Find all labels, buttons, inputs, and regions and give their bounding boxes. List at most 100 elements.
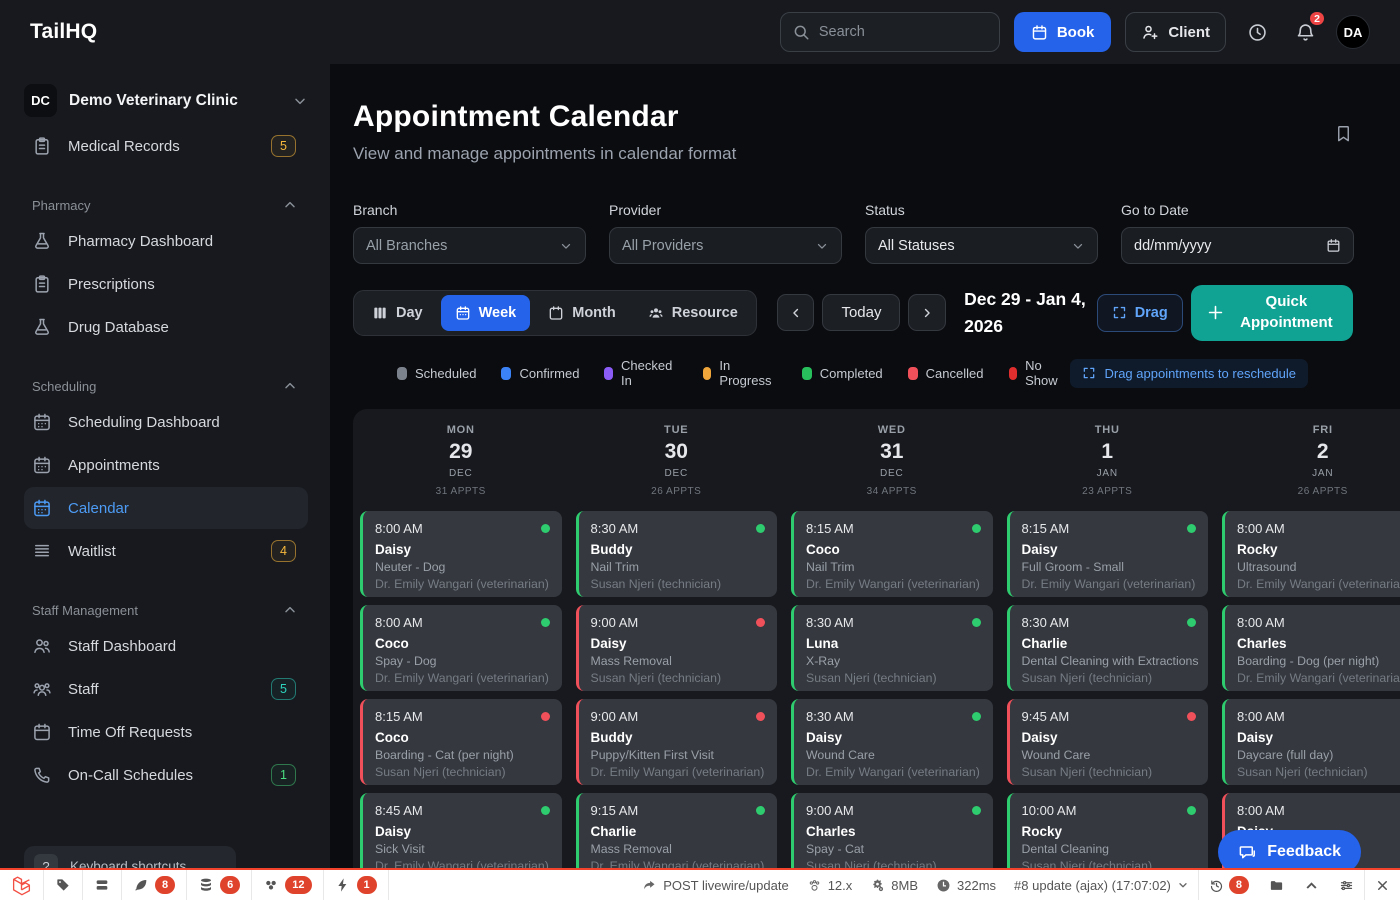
day-header[interactable]: THU 1 JAN 23 APPTS [1000,409,1216,509]
user-avatar[interactable]: DA [1336,15,1370,49]
flask-icon [32,317,52,337]
page-title: Appointment Calendar [353,100,679,133]
tag-icon[interactable] [44,870,83,900]
appointment-card[interactable]: 8:30 AM Luna X-Ray Susan Njeri (technician) [791,605,993,691]
queries-cell[interactable]: 6 [187,870,253,900]
calendar-icon [455,305,471,321]
sidebar-item-scheduling-dashboard[interactable]: Scheduling Dashboard [24,401,308,443]
view-day-button[interactable]: Day [358,295,437,331]
appointment-card[interactable]: 8:00 AM Daisy Neuter - Dog Dr. Emily Wangar… [360,511,562,597]
status-select[interactable]: All Statuses [865,227,1098,264]
section-header-scheduling[interactable]: Scheduling [24,378,308,400]
close-button[interactable] [1365,870,1400,900]
appointment-card[interactable]: 8:30 AM Daisy Wound Care Dr. Emily Wangari … [791,699,993,785]
sidebar-item-staff[interactable]: Staff 5 [24,668,308,710]
status-dot [971,806,981,815]
sidebar-item-medical-records[interactable]: Medical Records 5 [24,125,308,167]
chevron-down-icon [292,93,308,109]
day-number: 30 [664,440,688,463]
appointment-card[interactable]: 9:00 AM Buddy Puppy/Kitten First Visit Dr. … [575,699,777,785]
columns-icon [372,305,388,321]
appointment-time: 8:45 AM [375,803,423,818]
quick-appointment-button[interactable]: Quick Appointment [1190,284,1354,341]
appointment-card[interactable]: 10:00 AM Rocky Dental Cleaning Susan Njeri … [1006,793,1208,879]
laravel-version[interactable]: 12.x [798,870,862,900]
request-duration[interactable]: 322ms [927,870,1005,900]
feedback-button[interactable]: Feedback [1218,830,1361,874]
prev-week-button[interactable] [776,294,815,331]
history-button[interactable]: 8 [1199,870,1259,900]
goto-date-input[interactable]: dd/mm/yyyy [1121,227,1354,264]
appointment-card[interactable]: 8:15 AM Coco Boarding - Cat (per night) Sus… [360,699,562,785]
folder-button[interactable] [1259,870,1294,900]
appointment-card[interactable]: 8:15 AM Coco Nail Trim Dr. Emily Wangari (v… [791,511,993,597]
day-column: TUE 30 DEC 26 APPTS 8:30 AM Buddy Nail Trim Sus… [569,409,785,881]
appointment-card[interactable]: 8:30 AM Buddy Nail Trim Susan Njeri (techni… [575,511,777,597]
day-header[interactable]: WED 31 DEC 34 APPTS [784,409,1000,509]
sidebar-item-drug-database[interactable]: Drug Database [24,306,308,348]
book-button[interactable]: Book [1013,12,1112,52]
topbar: TailHQ Book Client [0,0,1400,64]
service-name: Dental Cleaning with Extractions [1021,654,1199,668]
arrows-move-icon [1082,366,1096,380]
search-input[interactable] [779,12,1000,52]
appointment-card[interactable]: 8:00 AM Coco Spay - Dog Dr. Emily Wangari (… [360,605,562,691]
appointment-card[interactable]: 9:00 AM Daisy Mass Removal Susan Njeri (tec… [575,605,777,691]
memory-usage[interactable]: 8MB [861,870,927,900]
section-header-staff[interactable]: Staff Management [24,602,308,624]
minimize-button[interactable] [1294,870,1329,900]
status-dot [1187,524,1196,533]
sidebar-item-staff-dashboard[interactable]: Staff Dashboard [24,625,308,667]
page-subtitle: View and manage appointments in calendar… [353,144,737,163]
sidebar-item-pharmacy-dashboard[interactable]: Pharmacy Dashboard [24,220,308,262]
current-request-selector[interactable]: #8 update (ajax) (17:07:02) [1005,870,1198,900]
appointment-card[interactable]: 8:15 AM Daisy Full Groom - Small Dr. Emily … [1006,511,1208,597]
messages-icon[interactable] [83,870,122,900]
calendar-icon [32,498,52,518]
laravel-logo-icon[interactable] [0,870,44,900]
models-cell[interactable]: 12 [252,870,324,900]
appointment-card[interactable]: 8:00 AM Daisy Daycare (full day) Susan Njer… [1222,699,1400,785]
appointment-card[interactable]: 8:30 AM Charlie Dental Cleaning with Extra… [1006,605,1208,691]
view-resource-button[interactable]: Resource [634,295,752,331]
provider-select[interactable]: All Providers [609,227,842,264]
section-header-pharmacy[interactable]: Pharmacy [24,197,308,219]
status-dot [1008,366,1018,380]
status-dot [756,618,765,627]
branch-select[interactable]: All Branches [353,227,586,264]
day-header[interactable]: MON 29 DEC 31 APPTS [353,409,569,509]
today-button[interactable]: Today [822,294,901,331]
sidebar-item-calendar[interactable]: Calendar [24,487,308,529]
views-leaf-cell[interactable]: 8 [122,870,188,900]
legend-row: Scheduled Confirmed Checked In In Progress C… [353,358,1400,388]
next-week-button[interactable] [908,294,947,331]
appointment-card[interactable]: 9:45 AM Daisy Wound Care Susan Njeri (techn… [1006,699,1208,785]
events-cell[interactable]: 1 [324,870,389,900]
request-method[interactable]: POST livewire/update [633,870,798,900]
sidebar-item-on-call-schedules[interactable]: On-Call Schedules 1 [24,754,308,796]
appointment-card[interactable]: 9:15 AM Charlie Mass Removal Dr. Emily Wang… [575,793,777,879]
view-week-button[interactable]: Week [440,294,531,331]
appointment-card[interactable]: 8:45 AM Daisy Sick Visit Dr. Emily Wangari … [360,793,562,879]
sidebar-item-appointments[interactable]: Appointments [24,444,308,486]
drag-mode-button[interactable]: Drag [1096,293,1183,332]
day-header[interactable]: TUE 30 DEC 26 APPTS [569,409,785,509]
client-button[interactable]: Client [1125,12,1226,52]
day-cards: 8:15 AM Daisy Full Groom - Small Dr. Emily … [1000,509,1216,881]
calendar-icon [32,412,52,432]
sidebar-item-waitlist[interactable]: Waitlist 4 [24,530,308,572]
settings-button[interactable] [1329,870,1364,900]
sidebar-item-prescriptions[interactable]: Prescriptions [24,263,308,305]
legend-item: Completed [801,366,883,381]
bookmark-icon[interactable] [1334,124,1353,143]
day-header[interactable]: FRI 2 JAN 26 APPTS [1215,409,1400,509]
clock-button[interactable] [1240,15,1274,49]
clinic-switcher[interactable]: DC Demo Veterinary Clinic [24,84,308,117]
drag-hint[interactable]: Drag appointments to reschedule [1070,358,1308,388]
appointment-card[interactable]: 8:00 AM Charles Boarding - Dog (per night)… [1222,605,1400,691]
view-month-button[interactable]: Month [534,295,629,331]
appointment-card[interactable]: 9:00 AM Charles Spay - Cat Susan Njeri (tec… [791,793,993,879]
appointment-card[interactable]: 8:00 AM Rocky Ultrasound Dr. Emily Wangari … [1222,511,1400,597]
notifications-button[interactable]: 2 [1288,10,1326,49]
sidebar-item-time-off-requests[interactable]: Time Off Requests [24,711,308,753]
